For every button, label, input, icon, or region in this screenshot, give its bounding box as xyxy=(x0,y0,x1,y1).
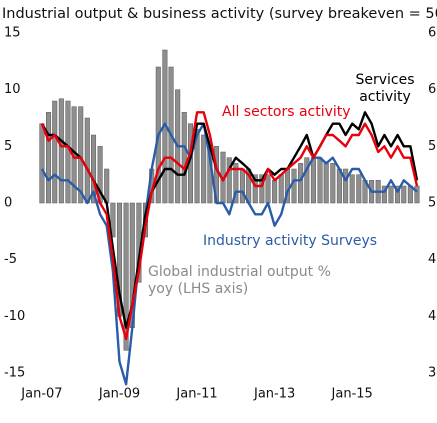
bar xyxy=(323,163,329,204)
series-label: All sectors activity xyxy=(222,104,351,120)
bar xyxy=(46,112,52,204)
y2-tick-label: 65 xyxy=(428,26,437,41)
bar xyxy=(381,185,387,204)
x-tick-label: Jan-15 xyxy=(331,387,373,402)
bar xyxy=(349,174,355,204)
bar xyxy=(52,100,58,204)
y2-tick-label: 55 xyxy=(428,139,437,154)
x-tick-label: Jan-07 xyxy=(20,387,62,402)
bar xyxy=(84,117,90,204)
bar xyxy=(181,112,187,204)
y-tick-label: 15 xyxy=(4,26,21,41)
bar xyxy=(401,185,407,204)
y-tick-label: 10 xyxy=(4,82,21,97)
bar xyxy=(265,174,271,204)
series-label: Global industrial output % yoy (LHS axis… xyxy=(148,264,331,297)
bar xyxy=(259,174,265,204)
chart-title: Industrial output & business activity (s… xyxy=(2,6,437,22)
bar xyxy=(110,202,116,238)
y2-tick-label: 45 xyxy=(428,252,437,267)
bar xyxy=(278,174,284,204)
y2-tick-label: 40 xyxy=(428,309,437,324)
x-tick-label: Jan-11 xyxy=(175,387,217,402)
y-tick-label: -10 xyxy=(4,309,25,324)
bar xyxy=(291,168,297,204)
y-tick-label: -15 xyxy=(4,366,25,381)
bar xyxy=(65,100,71,204)
bar xyxy=(252,174,258,204)
y2-tick-label: 50 xyxy=(428,196,437,211)
x-tick-label: Jan-09 xyxy=(98,387,140,402)
bar xyxy=(395,185,401,204)
bar xyxy=(91,134,97,204)
bar xyxy=(388,185,394,204)
x-tick-label: Jan-13 xyxy=(253,387,295,402)
bar xyxy=(226,157,232,204)
bar xyxy=(123,202,129,351)
bar xyxy=(298,163,304,204)
bar xyxy=(317,157,323,204)
line xyxy=(40,122,418,386)
line xyxy=(40,111,419,341)
bar xyxy=(330,163,336,204)
y-tick-label: 0 xyxy=(4,196,12,211)
bar xyxy=(272,180,278,204)
bar xyxy=(104,168,110,204)
bar xyxy=(39,123,45,204)
bar xyxy=(304,157,310,204)
bar xyxy=(343,168,349,204)
bar xyxy=(201,134,207,204)
bar xyxy=(239,168,245,204)
y2-tick-label: 60 xyxy=(428,82,437,97)
bar xyxy=(414,185,420,204)
bar xyxy=(233,163,239,204)
series-label: Industry activity Surveys xyxy=(203,233,378,249)
series-label: Services activity xyxy=(355,72,415,105)
bar xyxy=(310,157,316,204)
bar xyxy=(58,98,64,204)
y-tick-label: -5 xyxy=(4,252,17,267)
y2-tick-label: 35 xyxy=(428,366,437,381)
y-tick-label: 5 xyxy=(4,139,12,154)
bar xyxy=(356,174,362,204)
